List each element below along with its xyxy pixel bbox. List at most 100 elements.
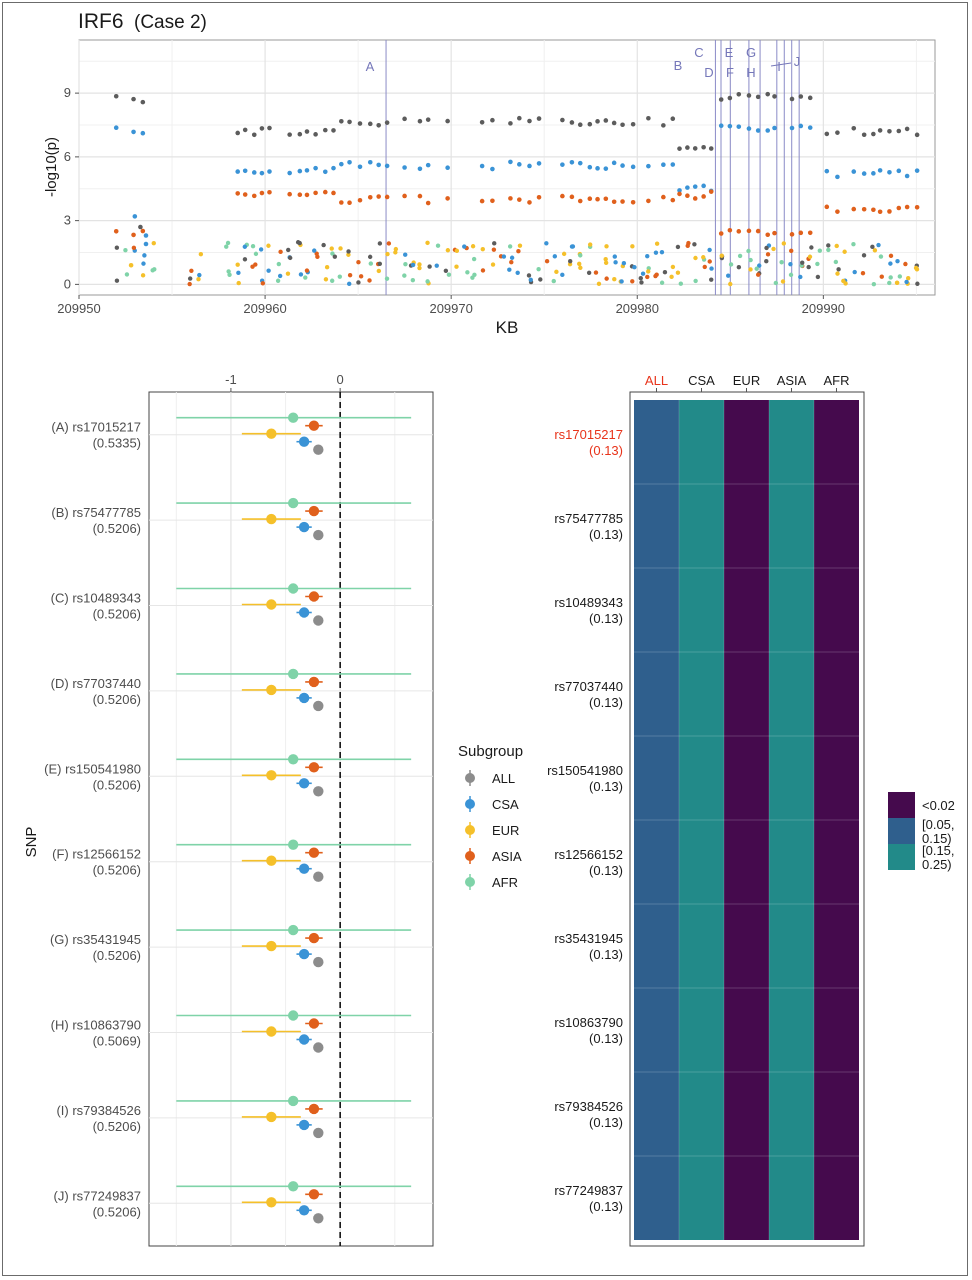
manhattan-point-low	[578, 253, 583, 258]
manhattan-point-all	[242, 127, 248, 133]
manhattan-point-asia	[746, 228, 752, 234]
manhattan-point-csa	[736, 124, 742, 129]
manhattan-point-low	[780, 279, 786, 284]
heatmap-row-label: rs35431945	[554, 931, 623, 946]
forest-snp-value: (0.5069)	[93, 1034, 141, 1049]
manhattan-point-low	[356, 280, 361, 285]
manhattan-point-all	[807, 95, 813, 101]
heatmap-row-value: (0.13)	[589, 1199, 623, 1214]
manhattan-point-low	[604, 244, 609, 249]
forest-plot: -1 0 (A) rs17015217(0.5335) (B) rs75477785…	[23, 372, 434, 1247]
manhattan-point-csa	[242, 168, 248, 174]
heatmap-row-label: rs150541980	[547, 763, 623, 778]
manhattan-point-low	[888, 261, 893, 266]
manhattan-point-low	[630, 244, 635, 249]
manhattan-point-all	[914, 132, 920, 138]
forest-point-afr	[287, 412, 299, 423]
manhattan-point-all	[259, 126, 265, 131]
manhattan-point-all	[887, 128, 892, 134]
forest-point-asia	[308, 1018, 320, 1029]
manhattan-point-low	[669, 274, 674, 280]
manhattan-point-low	[879, 274, 884, 279]
heatmap-cell	[679, 988, 724, 1072]
manhattan-snp-label: E	[725, 45, 734, 60]
manhattan-point-low	[709, 277, 714, 282]
forest-point-asia	[308, 1103, 320, 1115]
manhattan-point-low	[330, 251, 335, 256]
manhattan-point-asia	[727, 227, 733, 233]
manhattan-point-low	[870, 244, 875, 250]
manhattan-point-csa	[677, 188, 682, 193]
manhattan-point-low	[685, 243, 690, 249]
forest-point-asia	[308, 591, 320, 602]
heatmap-column-label: ASIA	[777, 373, 807, 388]
manhattan-point-csa	[517, 162, 522, 167]
manhattan-point-all	[357, 121, 363, 126]
manhattan-point-low	[554, 269, 559, 275]
manhattan-point-low	[235, 262, 240, 267]
manhattan-point-low	[834, 243, 839, 249]
manhattan-snp-label: G	[746, 45, 756, 60]
manhattan-point-csa	[746, 126, 752, 131]
heatmap-cell	[724, 988, 769, 1072]
forest-snp-label: (B) rs75477785	[51, 505, 141, 520]
manhattan-point-low	[755, 272, 761, 277]
manhattan-point-csa	[835, 174, 840, 180]
manhattan-point-all	[517, 115, 522, 121]
forest-point-all	[313, 615, 324, 626]
manhattan-point-low	[693, 255, 698, 261]
subgroup-legend-items: ALL CSA EUR ASIA AFR	[465, 770, 522, 890]
manhattan-point-low	[198, 251, 204, 257]
forest-point-eur	[266, 428, 277, 439]
heatmap-row-labels: rs17015217(0.13)rs75477785(0.13)rs104893…	[547, 427, 623, 1214]
heatmap-legend-label: <0.02	[922, 798, 955, 813]
heatmap-cell	[769, 820, 814, 904]
manhattan-point-asia	[297, 192, 303, 198]
manhattan-point-low	[435, 243, 441, 248]
heatmap-cell	[724, 736, 769, 820]
manhattan-point-csa	[904, 173, 910, 179]
manhattan-point-low	[347, 272, 353, 278]
heatmap-cell	[679, 652, 724, 736]
manhattan-point-low	[114, 278, 120, 283]
heatmap-row-value: (0.13)	[589, 527, 623, 542]
heatmap-row-label: rs12566152	[554, 847, 623, 862]
manhattan-point-low	[878, 254, 884, 259]
manhattan-point-low	[266, 243, 271, 248]
subgroup-legend-key-all	[465, 773, 475, 783]
manhattan-point-low	[417, 265, 422, 271]
forest-snp-label: (I) rs79384526	[56, 1103, 141, 1118]
heatmap-legend-key	[888, 818, 915, 844]
manhattan-point-all	[384, 120, 390, 125]
manhattan-point-low	[645, 253, 650, 259]
forest-point-asia	[308, 420, 320, 431]
manhattan-x-tick-label: 209990	[802, 301, 845, 316]
manhattan-point-asia	[798, 230, 804, 236]
heatmap-column-label: ALL	[645, 373, 668, 388]
manhattan-point-csa	[789, 125, 795, 131]
manhattan-point-low	[781, 241, 787, 246]
manhattan-point-low	[410, 277, 416, 283]
manhattan-point-low	[509, 255, 515, 260]
forest-point-afr	[287, 1095, 299, 1107]
manhattan-point-csa	[376, 162, 381, 168]
manhattan-point-asia	[490, 198, 495, 204]
forest-point-csa	[298, 521, 310, 533]
manhattan-point-all	[677, 146, 682, 151]
heatmap-cell	[724, 484, 769, 568]
manhattan-point-low	[604, 276, 609, 281]
manhattan-point-all	[670, 116, 676, 121]
manhattan-point-csa	[267, 169, 272, 174]
forest-point-afr	[287, 1181, 299, 1192]
heatmap-cell	[769, 904, 814, 988]
figure-title: IRF6	[78, 10, 124, 33]
heatmap-cell	[769, 400, 814, 484]
manhattan-point-csa	[595, 166, 600, 171]
forest-point-csa	[298, 863, 310, 874]
manhattan-point-low	[403, 261, 408, 267]
heatmap-cell	[724, 904, 769, 988]
manhattan-point-all	[755, 94, 761, 100]
manhattan-point-low	[754, 266, 759, 271]
heatmap-cell	[769, 1072, 814, 1156]
